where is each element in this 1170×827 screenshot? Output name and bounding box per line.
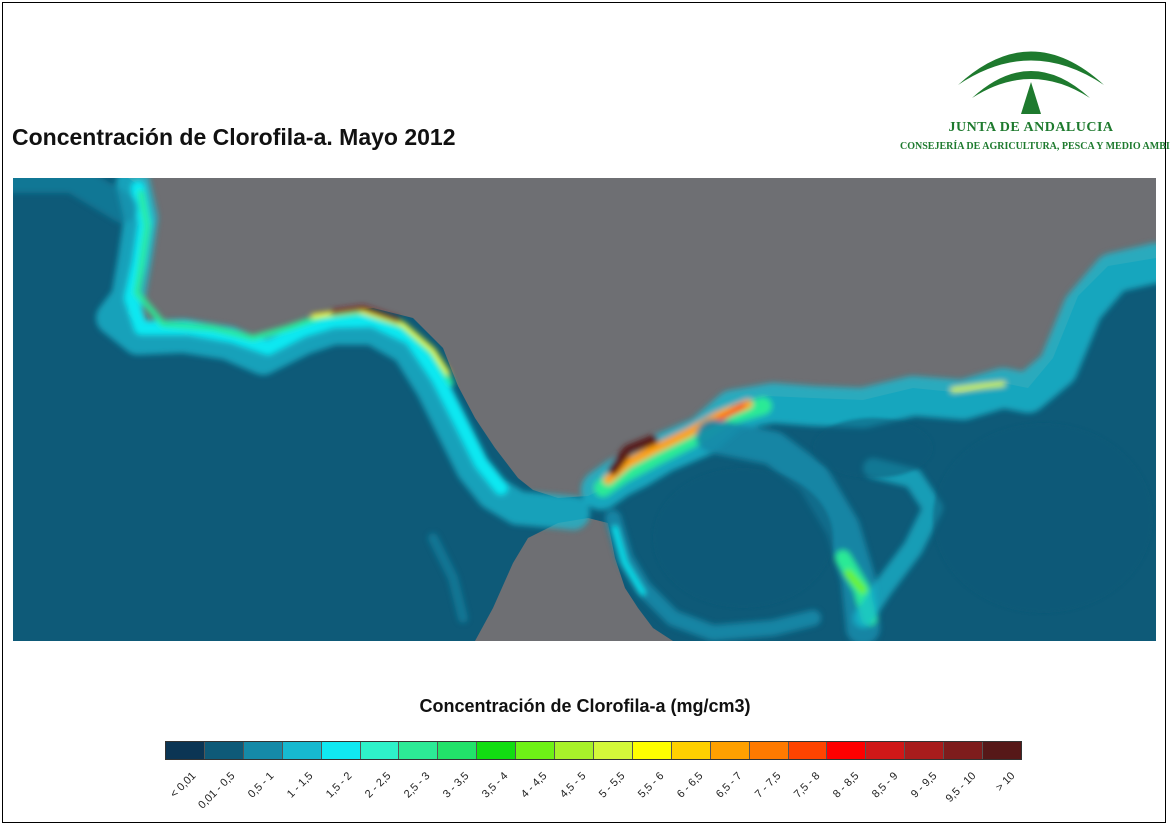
legend-swatch (282, 742, 322, 759)
legend-tick-label: 0,01 - 0,5 (196, 770, 238, 812)
legend-tick-label: 1 - 1,5 (285, 770, 316, 801)
legend-tick-label: 3,5 - 4 (480, 770, 511, 801)
legend-tick-label: < 0,01 (168, 770, 199, 801)
legend-tick-label: 4,5 - 5 (557, 770, 589, 801)
junta-de-andalucia-logo: JUNTA DE ANDALUCIA CONSEJERÍA DE AGRICUL… (900, 30, 1170, 160)
legend-swatch (983, 742, 1021, 759)
legend-tick-label: 6 - 6,5 (674, 770, 706, 801)
legend-swatch (671, 742, 711, 759)
legend-tick-label: 5 - 5,5 (596, 770, 628, 801)
map-title: Concentración de Clorofila-a. Mayo 2012 (12, 124, 456, 150)
legend-tick-label: 9,5 - 10 (943, 770, 979, 805)
legend-swatch (827, 742, 867, 759)
open-sea-patches (653, 418, 1153, 613)
legend-tick-label: 8,5 - 9 (869, 770, 901, 801)
land-iberia (73, 178, 1156, 498)
logo-subtitle: CONSEJERÍA DE AGRICULTURA, PESCA Y MEDIO… (900, 141, 1170, 152)
legend-swatch (438, 742, 478, 759)
legend-title: Concentración de Clorofila-a (mg/cm3) (419, 696, 751, 716)
legend-tick-label: 2,5 - 3 (402, 770, 433, 801)
legend-swatch (477, 742, 517, 759)
legend-tick-label: 2 - 2,5 (363, 770, 394, 801)
legend-tick-label: > 10 (993, 770, 1018, 794)
legend-swatch (749, 742, 789, 759)
legend-tick-label: 7,5 - 8 (791, 770, 823, 801)
legend-swatch (321, 742, 361, 759)
legend-swatch (905, 742, 945, 759)
legend-tick-label: 3 - 3,5 (441, 770, 472, 801)
legend-swatch (399, 742, 439, 759)
land-africa (475, 518, 673, 641)
legend-tick-label: 7 - 7,5 (752, 770, 784, 801)
legend-colorbar (165, 741, 1022, 760)
legend-swatch (593, 742, 633, 759)
legend-tick-label: 4 - 4,5 (519, 770, 550, 801)
legend-swatch (944, 742, 984, 759)
legend-swatch (243, 742, 283, 759)
chlorophyll-map (13, 178, 1156, 641)
legend-tick-label: 1,5 - 2 (324, 770, 355, 801)
legend-swatch (866, 742, 906, 759)
legend-tick-label: 6,5 - 7 (713, 770, 745, 801)
legend-swatch (555, 742, 594, 759)
legend-tick-label: 0,5 - 1 (246, 770, 277, 801)
legend-swatch (360, 742, 400, 759)
legend-swatch (204, 742, 244, 759)
legend-tick-labels: < 0,01 0,01 - 0,5 0,5 - 1 1 - 1,5 1,5 - 2 2 -… (165, 764, 1022, 824)
legend-tick-label: 8 - 8,5 (830, 770, 862, 801)
legend-swatch (788, 742, 828, 759)
legend-swatch (710, 742, 750, 759)
logo-name: JUNTA DE ANDALUCIA (948, 120, 1114, 135)
legend-tick-label: 5,5 - 6 (635, 770, 667, 801)
legend-swatch (632, 742, 672, 759)
junta-arches-icon (958, 51, 1104, 114)
legend-tick-label: 9 - 9,5 (908, 770, 940, 801)
legend-swatch (166, 742, 205, 759)
legend-swatch (516, 742, 556, 759)
coastal-chlorophyll (13, 178, 1156, 641)
